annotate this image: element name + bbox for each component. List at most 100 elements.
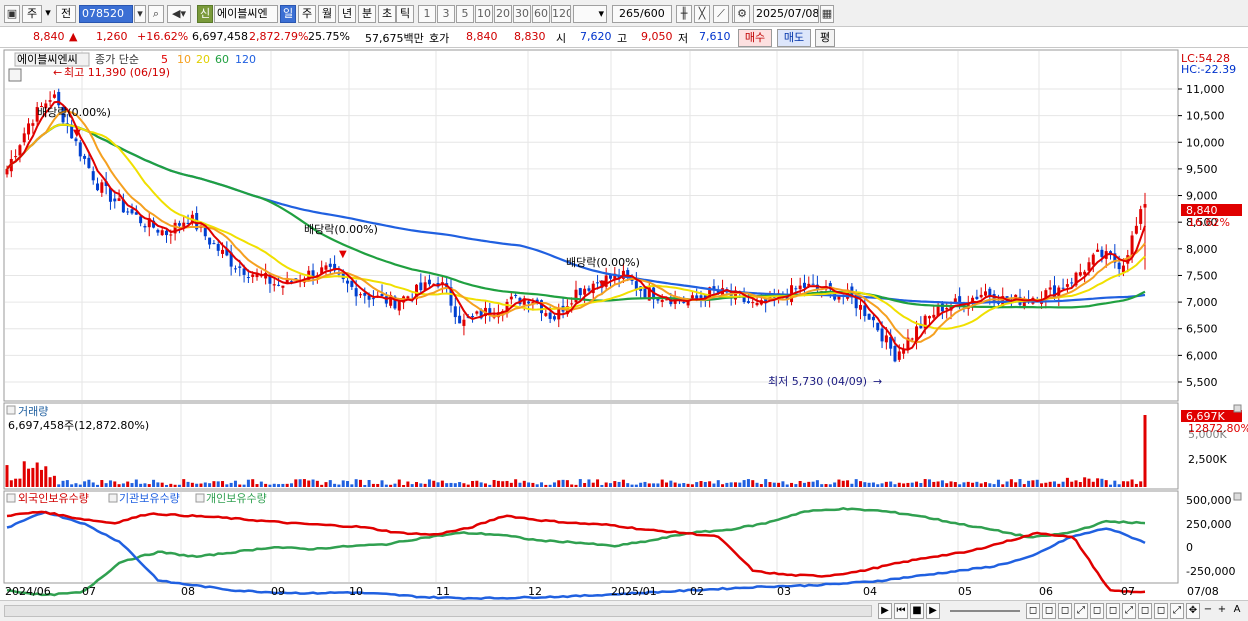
type-dropdown-icon[interactable]: ▾ <box>45 6 51 19</box>
avg-button[interactable]: 평 <box>815 29 835 47</box>
dividend-label-3: 배당락(0.00%) <box>566 256 640 269</box>
zoom-icon-2[interactable]: ◻ <box>1042 603 1056 619</box>
volume-bar <box>1096 478 1100 487</box>
volume-bar <box>410 484 414 487</box>
toolbar: ▣ 주 ▾ 전 078520 ▾ ⌕ ◀▾ 신 에이블씨엔 일 주 월 년 분 … <box>0 0 1248 27</box>
stop-icon[interactable]: ■ <box>910 603 924 619</box>
price-panel[interactable] <box>3 49 1179 402</box>
volume-bar <box>746 479 750 487</box>
stock-chart[interactable]: 에이블씨엔씨 종가 단순 5 10 20 60 120 ← 최고 11,390 … <box>0 48 1248 600</box>
price-tick: 8,500 <box>1186 216 1218 229</box>
tool-icon-2[interactable]: ◻ <box>1090 603 1104 619</box>
volume-bar <box>557 480 561 487</box>
speaker-icon[interactable]: ◀▾ <box>167 5 191 23</box>
custom-interval-input[interactable]: ▾ <box>573 5 607 23</box>
tool-icon-1[interactable]: ⤢ <box>1074 603 1088 619</box>
type-select[interactable]: 주 <box>22 5 42 23</box>
volume-bar <box>458 482 462 487</box>
scroll-right-icon[interactable]: ▶ <box>878 603 892 619</box>
holding-tick-3: -250,000 <box>1186 565 1235 578</box>
prev-button[interactable]: 전 <box>56 5 76 23</box>
legend-ma60[interactable]: 60 <box>215 53 229 66</box>
legend-ma10[interactable]: 10 <box>177 53 191 66</box>
period-year[interactable]: 년 <box>338 5 356 23</box>
candle <box>100 179 104 197</box>
candle <box>143 223 147 233</box>
code-dropdown-icon[interactable]: ▾ <box>134 5 146 23</box>
table-icon[interactable] <box>8 68 22 82</box>
volume-bar <box>708 481 712 487</box>
interval-1[interactable]: 1 <box>418 5 436 23</box>
legend-institution: 기관보유수량 <box>119 492 180 505</box>
period-second[interactable]: 초 <box>378 5 396 23</box>
chart-tool-icon[interactable]: ⟋ <box>713 5 729 23</box>
zoom-slider[interactable] <box>950 610 1020 612</box>
zoom-out-icon[interactable]: − <box>1203 604 1213 615</box>
interval-30[interactable]: 30 <box>513 5 531 23</box>
legend-ma20[interactable]: 20 <box>196 53 210 66</box>
new-badge[interactable]: 신 <box>197 5 213 23</box>
gear-icon[interactable]: ⚙ <box>734 5 750 23</box>
tool-icon-4[interactable]: ⤢ <box>1122 603 1136 619</box>
legend-foreign: 외국인보유수량 <box>18 492 89 505</box>
legend-ma120[interactable]: 120 <box>235 53 256 66</box>
move-icon[interactable]: ✥ <box>1186 603 1200 619</box>
date-input[interactable]: 2025/07/08 <box>753 5 819 23</box>
interval-10[interactable]: 10 <box>475 5 493 23</box>
search-icon[interactable]: ⌕ <box>148 5 164 23</box>
volume-bar <box>906 482 910 487</box>
period-minute[interactable]: 분 <box>358 5 376 23</box>
x-axis-label: 07/08 <box>1187 585 1219 598</box>
candle <box>876 322 880 332</box>
rewind-icon[interactable]: ⏮ <box>894 603 908 619</box>
volume-panel[interactable] <box>3 402 1179 490</box>
period-tick[interactable]: 틱 <box>396 5 414 23</box>
candle <box>281 285 285 295</box>
period-day[interactable]: 일 <box>280 5 296 23</box>
candle <box>578 287 582 299</box>
volume-bar <box>367 479 371 487</box>
holding-panel[interactable] <box>3 490 1179 600</box>
holding-close-icon[interactable] <box>1233 492 1242 501</box>
font-size-icon[interactable]: A <box>1233 604 1241 615</box>
buy-button[interactable]: 매수 <box>738 29 772 47</box>
sell-button[interactable]: 매도 <box>777 29 811 47</box>
volume-close-icon[interactable] <box>1233 404 1242 413</box>
candle <box>78 140 82 162</box>
zoom-icon-1[interactable]: ◻ <box>1026 603 1040 619</box>
period-month[interactable]: 월 <box>318 5 336 23</box>
interval-3[interactable]: 3 <box>437 5 455 23</box>
tool-icon-5[interactable]: ◻ <box>1138 603 1152 619</box>
interval-5[interactable]: 5 <box>456 5 474 23</box>
cross-icon[interactable]: ╳ <box>694 5 710 23</box>
interval-60[interactable]: 60 <box>532 5 550 23</box>
period-week[interactable]: 주 <box>298 5 316 23</box>
scrollbar-track[interactable] <box>4 605 872 617</box>
interval-20[interactable]: 20 <box>494 5 512 23</box>
play-icon[interactable]: ▶ <box>926 603 940 619</box>
volume-bar <box>242 484 246 487</box>
candle <box>867 313 871 320</box>
tool-icon-6[interactable]: ◻ <box>1154 603 1168 619</box>
volume-bar <box>1074 480 1078 487</box>
tool-icon-3[interactable]: ◻ <box>1106 603 1120 619</box>
volume-bar <box>902 483 906 487</box>
zoom-icon-3[interactable]: ◻ <box>1058 603 1072 619</box>
interval-120[interactable]: 120 <box>551 5 571 23</box>
zoom-in-icon[interactable]: + <box>1217 604 1227 615</box>
tool-icon-7[interactable]: ⤢ <box>1170 603 1184 619</box>
volume-bar <box>78 484 82 487</box>
candle-icon[interactable]: ╫ <box>676 5 692 23</box>
volume-tag: 6,697K <box>1186 410 1225 423</box>
volume-value-label: 6,697,458주(12,872.80%) <box>8 419 149 432</box>
stock-code-input[interactable]: 078520 <box>79 5 133 23</box>
candle <box>113 190 117 209</box>
legend-ma5[interactable]: 5 <box>161 53 168 66</box>
count-input[interactable]: 265 <box>612 5 640 23</box>
calendar-icon[interactable]: ▦ <box>820 5 834 23</box>
volume-bar <box>35 462 39 487</box>
dividend-marker-1-icon: ▼ <box>73 128 81 139</box>
volume-bar <box>1009 479 1013 487</box>
window-icon[interactable]: ▣ <box>4 5 20 23</box>
candle <box>350 280 354 290</box>
